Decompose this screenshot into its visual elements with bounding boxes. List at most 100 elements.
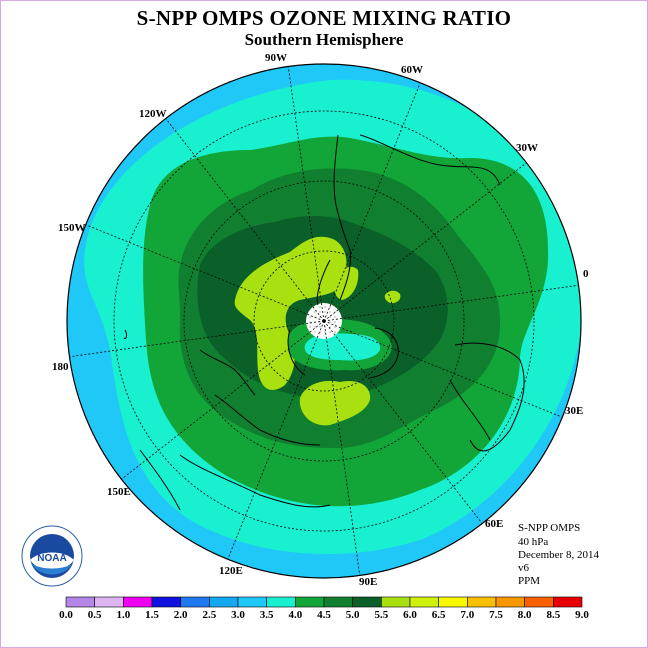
noaa-logo-icon: NOAA (21, 525, 83, 587)
colorbar-swatch (295, 596, 325, 608)
colorbar-tick-label: 7.0 (460, 609, 475, 621)
colorbar-tick-label: 6.5 (431, 609, 446, 621)
colorbar-tick-label: 6.0 (403, 609, 417, 621)
gap-dot (324, 311, 326, 313)
gap-dot (314, 326, 316, 328)
colorbar-swatch (495, 596, 525, 608)
contour-3-5-inner (304, 333, 381, 361)
lon-label-90e: 90E (359, 576, 378, 588)
gap-dot (334, 321, 336, 323)
colorbar-tick-label: 8.5 (546, 609, 561, 621)
map-title: S-NPP OMPS OZONE MIXING RATIO (136, 6, 512, 30)
meridian-line (323, 320, 491, 535)
meridian-line (67, 320, 325, 359)
lon-label-120w: 120W (139, 108, 167, 120)
lon-label-150w: 150W (58, 222, 86, 234)
map-boundary (66, 63, 582, 579)
colorbar-swatch (352, 596, 382, 608)
meridian-line (157, 107, 325, 322)
info-instrument: S-NPP OMPS (518, 522, 581, 534)
gap-dot (309, 321, 311, 323)
gap-dot (314, 331, 316, 333)
colorbar-tick-label: 2.5 (202, 609, 217, 621)
colorbar-swatch (123, 596, 153, 608)
contour-5-5-west (234, 236, 347, 390)
colorbar-tick-label: 8.0 (517, 609, 532, 621)
colorbar-swatch (553, 596, 583, 608)
colorbar-swatch (438, 596, 468, 608)
gap-dot (324, 331, 326, 333)
lon-label-180: 180 (52, 361, 69, 373)
graticule (113, 110, 535, 532)
colorbar-tick-label: 5.0 (345, 609, 360, 621)
lon-label-90w: 90W (265, 52, 287, 64)
lon-label-30w: 30W (516, 142, 538, 154)
gap-dot (319, 326, 321, 328)
gap-dot (319, 311, 321, 313)
gap-dot (309, 316, 311, 318)
colorbar-swatch (524, 596, 554, 608)
colorbar-tick-label: 4.5 (317, 609, 331, 621)
svg-text:NOAA: NOAA (37, 553, 66, 564)
colorbar-swatch (266, 596, 296, 608)
gap-dot (334, 326, 336, 328)
colorbar-swatch (209, 596, 239, 608)
meridian-line (323, 320, 575, 423)
meridian-line (323, 320, 362, 578)
lon-label-60e: 60E (485, 518, 504, 530)
colorbar-tick-label: 0.5 (87, 609, 102, 621)
meridian-line (73, 219, 325, 322)
colorbar-tick-label: 1.5 (145, 609, 159, 621)
gap-dot (329, 321, 331, 323)
colorbar-tick-label: 3.5 (259, 609, 274, 621)
info-units: PPM (518, 575, 541, 587)
polar-gap-grid (309, 306, 336, 333)
gap-dot (329, 316, 331, 318)
meridian-line (222, 320, 325, 572)
contour-5-5-south (299, 380, 371, 426)
colorbar-swatch (381, 596, 411, 608)
lon-label-120e: 120E (219, 565, 243, 577)
meridian-line (323, 70, 426, 322)
colorbar-tick-label: 5.5 (374, 609, 389, 621)
colorbar-tick-label: 0.0 (59, 609, 73, 621)
gap-dot (314, 311, 316, 313)
gap-dot (329, 311, 331, 313)
colorbar-swatch (467, 596, 497, 608)
gap-dot (324, 316, 326, 318)
info-version: v6 (518, 562, 529, 574)
gap-dot (329, 326, 331, 328)
gap-dot (309, 326, 311, 328)
meridian-line (323, 154, 538, 322)
colorbar-tick-label: 3.0 (231, 609, 245, 621)
info-date: December 8, 2014 (518, 549, 599, 561)
gap-dot (334, 316, 336, 318)
colorbar-swatch (180, 596, 210, 608)
contour-5-5-east (384, 290, 401, 304)
colorbar-swatch (323, 596, 353, 608)
meridian-line (110, 320, 325, 488)
meridian-line (323, 283, 581, 322)
gap-dot (334, 331, 336, 333)
colorbar-tick-label: 2.0 (173, 609, 188, 621)
gap-dot (329, 331, 331, 333)
meridian-line (286, 64, 325, 322)
colorbar-tick-label: 7.5 (489, 609, 503, 621)
gap-dot (329, 306, 331, 308)
colorbar-swatch (151, 596, 181, 608)
meridians (67, 64, 581, 578)
colorbar-tick-label: 4.0 (288, 609, 303, 621)
coastlines (123, 134, 525, 511)
colorbar-swatch (65, 596, 95, 608)
colorbar-swatch (409, 596, 439, 608)
colorbar-tick-label: 9.0 (575, 609, 589, 621)
lon-label-30e: 30E (565, 405, 584, 417)
colorbar-swatch (237, 596, 267, 608)
map-subtitle: Southern Hemisphere (244, 30, 404, 49)
ozone-field (67, 64, 581, 578)
colorbar-swatch (94, 596, 124, 608)
lon-label-0: 0 (583, 268, 589, 280)
gap-dot (324, 306, 326, 308)
